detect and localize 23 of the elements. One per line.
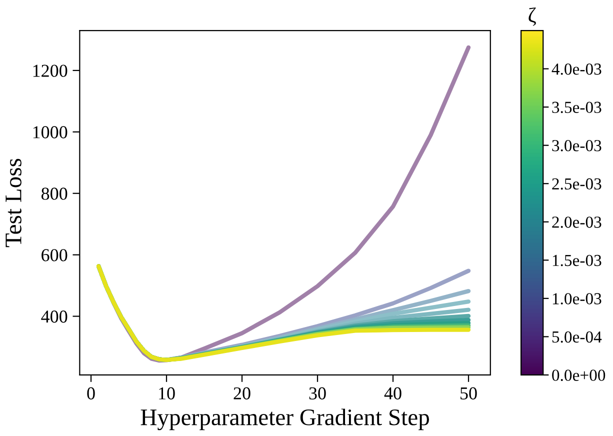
y-tick-label: 1000 — [33, 126, 68, 138]
x-tick-label: 30 — [309, 387, 326, 400]
y-tick-label: 400 — [41, 310, 68, 323]
color-bar-label: 3.5e-03 — [552, 102, 602, 114]
y-axis-title: Test Loss — [6, 158, 22, 248]
color-bar-label: 2.0e-03 — [552, 216, 602, 228]
x-tick-label: 10 — [159, 387, 175, 400]
color-bar-label: 1.0e-03 — [552, 293, 602, 304]
y-tick-label: 600 — [42, 249, 68, 262]
x-tick-label: 40 — [384, 387, 402, 400]
y-tick-label: 800 — [41, 188, 68, 200]
color-bar-label: 5.0e-04 — [552, 331, 602, 343]
x-tick-label: 0 — [87, 387, 95, 400]
x-tick-label: 50 — [460, 387, 477, 400]
color-bar-label: 1.5e-03 — [552, 254, 602, 266]
color-bar-title: ζ — [528, 8, 536, 26]
color-bar-label: 4.0e-03 — [552, 63, 602, 75]
y-tick-label: 1200 — [33, 64, 68, 77]
x-tick-label: 20 — [234, 387, 250, 400]
color-bar-label: 3.0e-03 — [552, 140, 602, 152]
x-axis-title: Hyperparameter Gradient Step — [140, 408, 430, 430]
color-bar-label: 0.0e+00 — [552, 370, 606, 381]
color-bar-label: 2.5e-03 — [552, 178, 602, 190]
